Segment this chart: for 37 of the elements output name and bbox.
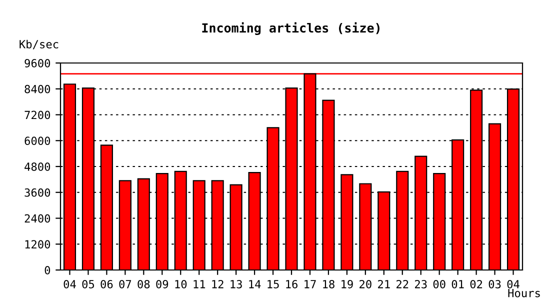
x-tick-label: 09: [156, 280, 168, 288]
x-tick-label: 20: [360, 280, 372, 288]
x-tick-label: 15: [268, 280, 279, 288]
y-tick-label: 0: [44, 266, 50, 274]
x-tick-label: 04: [507, 280, 520, 288]
x-tick-label: 10: [175, 280, 187, 288]
x-tick-label: 01: [452, 280, 464, 288]
x-tick-label: 02: [470, 280, 482, 288]
x-tick-label: 07: [119, 280, 132, 288]
x-tick-label: 04: [64, 280, 76, 288]
y-tick-label: 8400: [24, 84, 50, 94]
x-tick-label: 13: [230, 280, 242, 288]
x-tick-label: 03: [488, 280, 501, 288]
y-tick-label: 6000: [24, 136, 50, 146]
x-tick-label: 22: [396, 280, 408, 288]
x-tick-label: 16: [286, 280, 298, 288]
x-axis-title: Hours: [508, 289, 540, 298]
y-tick-label: 1200: [25, 240, 50, 249]
x-tick-label: 05: [82, 280, 94, 288]
y-tick-label: 2400: [24, 214, 50, 223]
y-tick-label: 4800: [24, 162, 50, 171]
x-tick-label: 12: [212, 280, 224, 288]
y-tick-label: 3600: [24, 188, 50, 197]
x-tick-label: 18: [323, 280, 334, 288]
x-tick-label: 06: [100, 280, 113, 288]
x-tick-label: 14: [249, 280, 261, 288]
x-tick-label: 11: [194, 280, 206, 288]
x-tick-label: 23: [414, 280, 427, 288]
x-tick-label: 21: [378, 280, 390, 288]
chart-title: Incoming articles (size): [202, 22, 380, 36]
x-tick-label: 00: [433, 280, 446, 288]
y-axis-title: Kb/sec: [20, 40, 58, 50]
x-tick-label: 19: [342, 280, 353, 288]
x-tick-label: 08: [138, 280, 150, 288]
y-tick-label: 9600: [24, 59, 50, 68]
y-tick-label: 7200: [24, 110, 50, 120]
x-tick-label: 17: [304, 280, 316, 288]
